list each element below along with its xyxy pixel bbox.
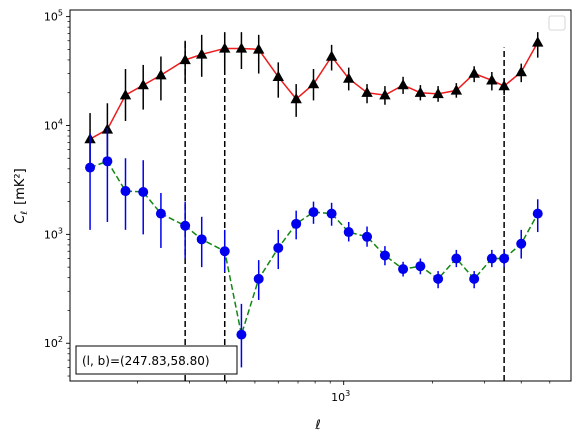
series-0-point-20 <box>450 84 463 95</box>
series-0-point-5 <box>179 53 191 65</box>
series-1-point-14 <box>343 227 354 238</box>
x-tick-label-0: 103 <box>331 389 350 404</box>
y-axis-label-symbol: C <box>13 214 28 224</box>
y-tick-label-0: 102 <box>44 335 63 350</box>
series-0-point-12 <box>307 78 320 89</box>
series-0-point-3 <box>137 79 149 90</box>
series-1-point-20 <box>451 253 462 264</box>
series-1-point-17 <box>398 264 409 275</box>
series-1-point-24 <box>516 238 527 249</box>
series-0-point-22 <box>486 74 498 85</box>
series-0-point-25 <box>532 36 544 47</box>
annotation-box: (l, b)=(247.83,58.80) <box>75 345 238 375</box>
y-tick-label-1: 103 <box>44 226 63 241</box>
series-0-point-19 <box>432 87 444 99</box>
y-axis-label-unit: [mK²] <box>13 168 28 205</box>
series-1-point-15 <box>362 231 373 242</box>
y-axis-label: Cℓ [mK²] <box>13 168 30 223</box>
series-1-point-8 <box>236 329 247 340</box>
series-0-point-17 <box>397 79 409 90</box>
annotation-text: (l, b)=(247.83,58.80) <box>82 354 210 368</box>
series-1-point-10 <box>273 242 284 253</box>
series-1-point-18 <box>415 261 426 272</box>
series-0-point-16 <box>379 89 391 100</box>
y-tick-label-3: 105 <box>44 9 63 24</box>
series-1-point-4 <box>155 208 166 219</box>
series-1-point-0 <box>85 162 96 173</box>
series-1-point-22 <box>486 253 497 264</box>
plot-background <box>70 10 571 381</box>
series-1-point-23 <box>499 253 510 264</box>
series-0-point-6 <box>196 48 208 59</box>
x-axis-label: ℓ <box>314 418 320 433</box>
series-0-point-9 <box>253 43 265 54</box>
annotation-frame <box>75 345 238 375</box>
y-tick-label-2: 104 <box>44 117 63 132</box>
series-1-point-19 <box>433 273 444 284</box>
series-1-point-2 <box>120 186 131 197</box>
series-0-point-4 <box>155 69 167 80</box>
series-0-point-23 <box>498 80 510 91</box>
series-0-point-18 <box>414 86 427 97</box>
svg-text:Cℓ[mK²]: Cℓ [mK²] <box>13 168 30 223</box>
series-1-point-1 <box>102 156 113 167</box>
series-0-point-2 <box>119 89 132 100</box>
series-1-point-6 <box>196 234 207 245</box>
series-1-point-21 <box>469 273 480 284</box>
series-0-point-8 <box>235 42 248 53</box>
series-0-point-7 <box>219 42 231 53</box>
series-0-point-15 <box>361 86 373 97</box>
series-0-point-21 <box>468 67 480 78</box>
series-1-point-16 <box>379 250 390 261</box>
series-0-point-11 <box>290 93 302 104</box>
series-1-point-5 <box>180 220 191 231</box>
series-1-point-25 <box>532 208 543 219</box>
series-1-point-3 <box>138 186 149 197</box>
series-1-point-7 <box>219 246 230 257</box>
series-1-point-11 <box>291 218 302 229</box>
y-axis-label-subscript: ℓ <box>20 211 30 216</box>
plot-frame <box>69 9 572 382</box>
series-0-point-24 <box>515 65 527 77</box>
series-0-point-13 <box>325 50 338 61</box>
legend-box <box>548 15 566 31</box>
series-0-point-14 <box>343 72 355 83</box>
series-1-point-13 <box>326 208 337 219</box>
series-0-point-10 <box>272 70 284 81</box>
series-1-point-12 <box>308 207 319 218</box>
series-1-point-9 <box>253 273 264 284</box>
